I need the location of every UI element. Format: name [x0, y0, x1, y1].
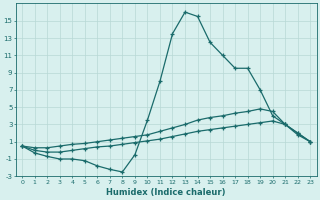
X-axis label: Humidex (Indice chaleur): Humidex (Indice chaleur) [107, 188, 226, 197]
